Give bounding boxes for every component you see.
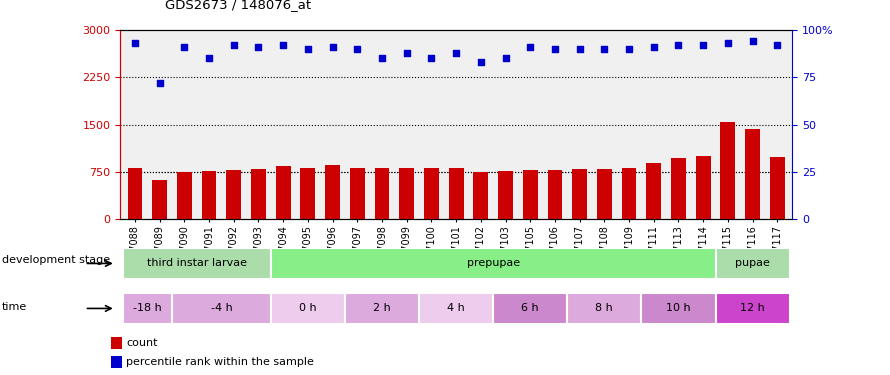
- Point: [696, 42, 710, 48]
- Bar: [721, 122, 735, 219]
- Bar: [226, 170, 241, 219]
- Point: [227, 42, 241, 48]
- Bar: [301, 168, 315, 219]
- Bar: [127, 168, 142, 219]
- Point: [597, 46, 611, 52]
- Text: GDS2673 / 148076_at: GDS2673 / 148076_at: [165, 0, 311, 11]
- Bar: [449, 168, 464, 219]
- Text: development stage: development stage: [2, 255, 109, 265]
- Text: 12 h: 12 h: [740, 303, 765, 313]
- Point: [177, 44, 191, 50]
- Bar: [111, 356, 122, 368]
- Bar: [152, 180, 167, 219]
- Bar: [123, 293, 172, 324]
- Text: 0 h: 0 h: [299, 303, 317, 313]
- Bar: [325, 165, 340, 219]
- Point: [400, 50, 414, 56]
- Point: [498, 56, 513, 62]
- Bar: [375, 168, 390, 219]
- Text: -18 h: -18 h: [133, 303, 162, 313]
- Point: [301, 46, 315, 52]
- Bar: [745, 129, 760, 219]
- Bar: [345, 293, 419, 324]
- Point: [548, 46, 562, 52]
- Bar: [276, 166, 291, 219]
- Bar: [621, 168, 636, 219]
- Bar: [770, 157, 785, 219]
- Bar: [567, 293, 642, 324]
- Text: pupae: pupae: [735, 258, 770, 268]
- Bar: [473, 172, 489, 219]
- Point: [770, 42, 784, 48]
- Point: [152, 80, 166, 86]
- Point: [523, 44, 538, 50]
- Point: [326, 44, 340, 50]
- Bar: [177, 172, 191, 219]
- Bar: [572, 169, 587, 219]
- Text: 2 h: 2 h: [373, 303, 391, 313]
- Point: [622, 46, 636, 52]
- Bar: [400, 168, 414, 219]
- Point: [449, 50, 464, 56]
- Bar: [646, 163, 661, 219]
- Point: [572, 46, 587, 52]
- Bar: [696, 156, 710, 219]
- Bar: [350, 168, 365, 219]
- Point: [425, 56, 439, 62]
- Bar: [172, 293, 271, 324]
- Text: prepupae: prepupae: [466, 258, 520, 268]
- Text: time: time: [2, 302, 27, 312]
- Bar: [642, 293, 716, 324]
- Point: [202, 56, 216, 62]
- Text: 4 h: 4 h: [448, 303, 465, 313]
- Text: -4 h: -4 h: [211, 303, 232, 313]
- Text: 10 h: 10 h: [666, 303, 691, 313]
- Bar: [424, 168, 439, 219]
- Bar: [271, 248, 716, 279]
- Bar: [271, 293, 345, 324]
- Point: [647, 44, 661, 50]
- Text: 8 h: 8 h: [595, 303, 613, 313]
- Bar: [202, 171, 216, 219]
- Point: [251, 44, 265, 50]
- Text: 6 h: 6 h: [522, 303, 539, 313]
- Point: [276, 42, 290, 48]
- Text: percentile rank within the sample: percentile rank within the sample: [126, 357, 314, 367]
- Point: [473, 59, 488, 65]
- Bar: [522, 170, 538, 219]
- Point: [128, 40, 142, 46]
- Bar: [123, 248, 271, 279]
- Point: [671, 42, 685, 48]
- Bar: [716, 248, 789, 279]
- Bar: [716, 293, 789, 324]
- Bar: [419, 293, 493, 324]
- Bar: [597, 169, 611, 219]
- Point: [375, 56, 389, 62]
- Point: [350, 46, 364, 52]
- Bar: [111, 337, 122, 349]
- Bar: [493, 293, 567, 324]
- Text: count: count: [126, 338, 158, 348]
- Bar: [547, 170, 562, 219]
- Point: [721, 40, 735, 46]
- Bar: [498, 171, 513, 219]
- Bar: [251, 169, 266, 219]
- Text: third instar larvae: third instar larvae: [147, 258, 247, 268]
- Point: [746, 38, 760, 44]
- Bar: [671, 158, 686, 219]
